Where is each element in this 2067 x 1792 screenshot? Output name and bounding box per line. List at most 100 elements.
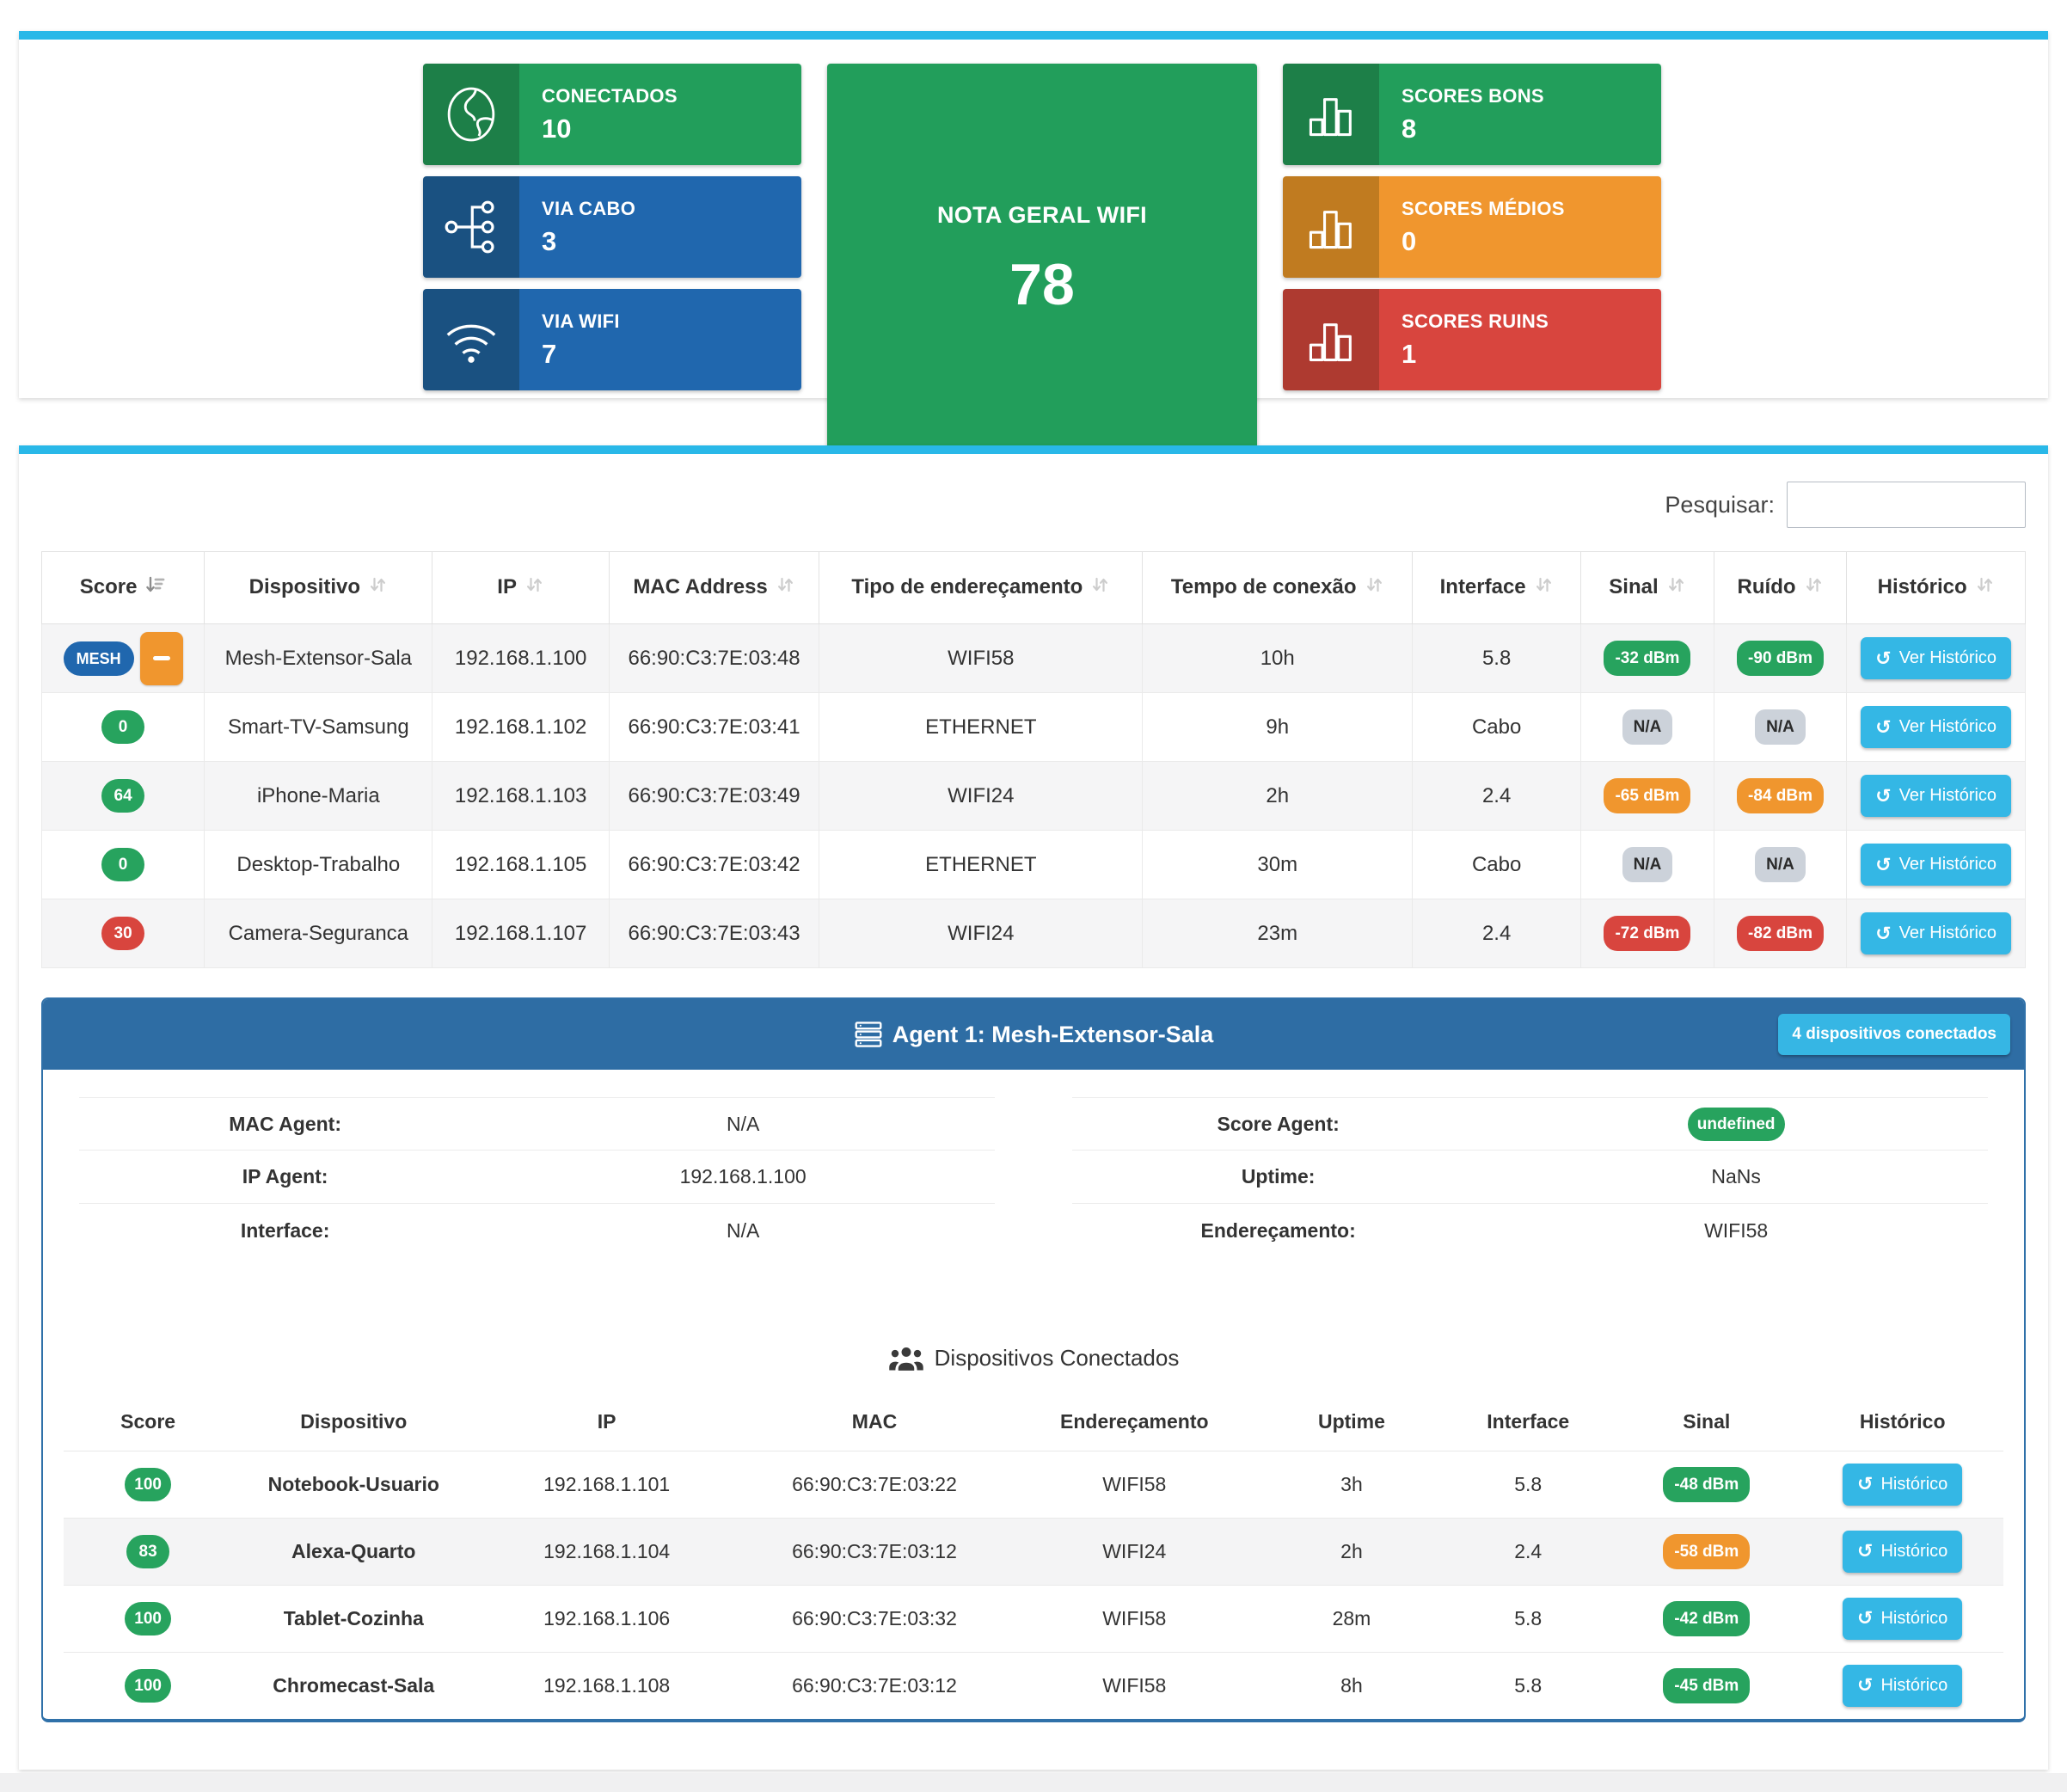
signal-badge: -58 dBm [1663,1533,1751,1569]
view-history-label: Ver Histórico [1898,786,1997,805]
search-input[interactable] [1787,482,2026,528]
summary-panel: CONECTADOS 10 VIA CABO 3 VIA WIFI 7 NOTA GERA… [19,31,2048,456]
uptime-cell: 23m [1142,899,1414,968]
ip-cell: 192.168.1.101 [475,1450,739,1518]
summary-card-value: 0 [1402,225,1417,256]
score-cell: 100 [64,1651,233,1719]
history-icon: ↺ [1875,853,1892,875]
agent-title-text: Agent 1: Mesh-Extensor-Sala [892,1021,1214,1047]
column-header-label: Tempo de conexão [1170,574,1357,598]
history-cell: ↺ Ver Histórico [1846,692,2026,762]
addressing-cell: WIFI58 [1009,1584,1259,1652]
agent-panel-header: Agent 1: Mesh-Extensor-Sala 4 dispositiv… [43,999,2024,1070]
history-button[interactable]: ↺ Histórico [1843,1463,1963,1506]
view-history-label: Ver Histórico [1898,924,1997,942]
mac-cell: 66:90:C3:7E:03:49 [608,761,820,831]
column-header-dispositivo[interactable]: Dispositivo [204,551,433,624]
sort-icon [524,574,544,601]
score-badge: 100 [125,1668,171,1703]
score-badge: 83 [126,1534,170,1568]
sitemap-icon [423,176,519,278]
agent-detail-label: MAC Agent: [229,1112,341,1135]
device-name-cell: Mesh-Extensor-Sala [204,623,433,693]
uptime-cell: 9h [1142,692,1414,762]
addressing-cell: ETHERNET [819,692,1144,762]
signal-badge: -32 dBm [1604,641,1691,676]
column-header-tempo-de-conexao[interactable]: Tempo de conexão [1142,551,1414,624]
column-header-mac-address[interactable]: MAC Address [608,551,820,624]
view-history-button[interactable]: ↺ Ver Histórico [1861,637,2012,679]
ip-cell: 192.168.1.107 [432,899,610,968]
score-badge: 100 [125,1601,171,1636]
column-header-tipo-de-enderecamento[interactable]: Tipo de endereçamento [819,551,1144,624]
score-cell: 64 [40,761,205,831]
sort-icon [1533,574,1554,601]
mac-cell: 66:90:C3:7E:03:12 [739,1517,1010,1585]
uptime-cell: 30m [1142,830,1414,899]
signal-cell: -58 dBm [1611,1517,1802,1585]
mac-cell: 66:90:C3:7E:03:32 [739,1584,1010,1652]
history-button[interactable]: ↺ Histórico [1843,1597,1963,1640]
column-header-sinal[interactable]: Sinal [1580,551,1714,624]
agent-detail-value: N/A [726,1218,760,1242]
addressing-cell: WIFI24 [1009,1517,1259,1585]
column-header-score[interactable]: Score [40,551,205,624]
view-history-button[interactable]: ↺ Ver Histórico [1861,912,2012,954]
signal-cell: N/A [1580,830,1714,899]
signal-cell: N/A [1580,692,1714,762]
column-header-ruido[interactable]: Ruído [1713,551,1848,624]
column-header-label: Tipo de endereçamento [851,574,1083,598]
signal-cell: -65 dBm [1580,761,1714,831]
column-header-ip[interactable]: IP [432,551,610,624]
history-button[interactable]: ↺ Histórico [1843,1664,1963,1707]
score-badge: 100 [125,1467,171,1501]
signal-cell: -42 dBm [1611,1584,1802,1652]
agent-detail-value: undefined [1484,1107,1988,1141]
summary-card-body: VIA WIFI 7 [519,289,801,390]
agent-details-left: MAC Agent: N/A IP Agent: 192.168.1.100 Inter… [79,1097,995,1257]
score-cell: 0 [40,692,205,762]
history-button-label: Histórico [1880,1541,1948,1561]
column-header-historico[interactable]: Histórico [1846,551,2026,624]
agent-details-right: Score Agent: undefined Uptime: NaNs Endereça… [1072,1097,1988,1257]
summary-card-value: 3 [542,225,557,256]
server-icon [854,1021,883,1048]
score-cell: MESH [40,623,205,693]
device-row: MESH Mesh-Extensor-Sala 192.168.1.100 66:90… [40,623,2026,693]
agent-detail-row: Interface: N/A [79,1204,995,1257]
agent-title: Agent 1: Mesh-Extensor-Sala [854,1021,1214,1048]
mac-cell: 66:90:C3:7E:03:48 [608,623,820,693]
summary-card-body: SCORES BONS 8 [1379,64,1661,165]
ip-cell: 192.168.1.104 [475,1517,739,1585]
history-cell: ↺ Histórico [1801,1584,2003,1652]
summary-card-scores-ruins: SCORES RUINS 1 [1283,289,1661,390]
summary-card-label: SCORES RUINS [1402,310,1549,332]
noise-cell: N/A [1713,692,1848,762]
view-history-button[interactable]: ↺ Ver Histórico [1861,775,2012,817]
noise-badge: -90 dBm [1737,641,1825,676]
history-cell: ↺ Ver Histórico [1846,623,2026,693]
signal-cell: -72 dBm [1580,899,1714,968]
view-history-button[interactable]: ↺ Ver Histórico [1861,844,2012,886]
device-name-cell: Alexa-Quarto [232,1517,475,1585]
addressing-cell: WIFI24 [819,899,1144,968]
connected-device-row: 83 Alexa-Quarto 192.168.1.104 66:90:C3:7E:0… [64,1517,2003,1585]
signal-badge: -65 dBm [1604,778,1691,813]
mesh-badge: MESH [63,641,134,676]
history-button[interactable]: ↺ Histórico [1843,1530,1963,1573]
overall-score-value: 78 [1009,251,1075,317]
view-history-button[interactable]: ↺ Ver Histórico [1861,706,2012,748]
column-header-interface[interactable]: Interface [1412,551,1582,624]
agent-detail-label: Endereçamento: [1200,1218,1356,1242]
summary-card-value: 10 [542,113,572,144]
view-history-label: Ver Histórico [1898,855,1997,874]
signal-cell: -32 dBm [1580,623,1714,693]
agent-details: MAC Agent: N/A IP Agent: 192.168.1.100 Inter… [43,1070,2024,1257]
device-row: 0 Desktop-Trabalho 192.168.1.105 66:90:C3:7… [40,830,2026,899]
connected-column-header-dispositivo: Dispositivo [300,1410,408,1433]
mesh-collapse-button[interactable] [139,631,183,685]
agent-detail-value: 192.168.1.100 [679,1165,807,1188]
uptime-cell: 2h [1142,761,1414,831]
interface-cell: Cabo [1412,692,1582,762]
score-badge: 0 [101,710,145,744]
